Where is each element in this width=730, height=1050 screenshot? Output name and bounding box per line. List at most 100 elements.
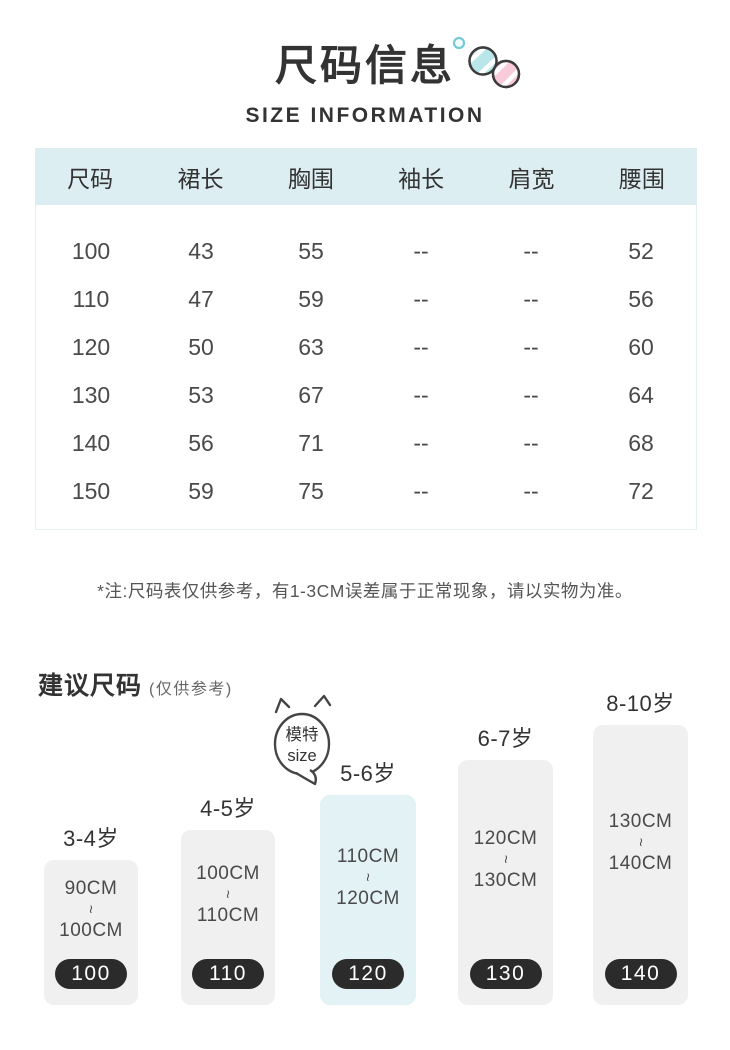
column-header: 腰围 <box>618 165 665 192</box>
size-bar: 120CM ~130CM 130 <box>458 760 553 1005</box>
range-from: 90CM <box>64 878 118 899</box>
table-cell: 64 <box>628 381 654 408</box>
table-row: 110 47 59 -- -- 56 <box>36 275 696 323</box>
range-tilde: ~ <box>359 872 377 882</box>
height-range: 100CM ~110CM <box>181 830 275 959</box>
table-cell: 56 <box>628 285 654 312</box>
size-pill: 120 <box>332 959 404 989</box>
column-header: 袖长 <box>398 165 445 192</box>
range-to: 140CM <box>608 852 673 874</box>
table-cell: 63 <box>298 333 324 360</box>
size-column: 8-10岁 130CM ~140CM 140 <box>593 685 688 1005</box>
table-cell: -- <box>523 429 539 456</box>
table-cell: 60 <box>628 333 654 360</box>
height-range: 90CM ~100CM <box>44 860 138 959</box>
page-title: 尺码信息 <box>274 42 455 89</box>
age-label: 4-5岁 <box>200 796 256 821</box>
table-cell: -- <box>523 381 539 408</box>
table-cell: 130 <box>71 381 111 408</box>
age-label: 6-7岁 <box>477 726 534 751</box>
age-label: 5-6岁 <box>340 761 396 786</box>
table-row: 100 43 55 -- -- 52 <box>36 227 696 275</box>
table-cell: 75 <box>298 477 324 504</box>
size-column: 4-5岁 100CM ~110CM 110 <box>181 790 275 1005</box>
column-header: 肩宽 <box>508 165 555 192</box>
suggest-heading: 建议尺码 (仅供参考) <box>38 666 233 702</box>
range-to: 130CM <box>473 870 538 891</box>
table-cell: 55 <box>298 237 324 264</box>
table-cell: -- <box>523 333 539 360</box>
size-bar: 100CM ~110CM 110 <box>181 830 275 1005</box>
table-cell: 52 <box>628 237 654 264</box>
table-cell: 59 <box>188 477 214 504</box>
table-cell: -- <box>523 477 539 504</box>
table-cell: 150 <box>71 477 111 504</box>
table-cell: -- <box>413 477 429 504</box>
column-header: 尺码 <box>67 165 114 192</box>
table-row: 120 50 63 -- -- 60 <box>36 323 696 371</box>
table-cell: -- <box>413 333 429 360</box>
range-tilde: ~ <box>631 837 649 847</box>
range-tilde: ~ <box>82 904 100 915</box>
size-pill: 110 <box>192 959 264 989</box>
size-table: 尺码 裙长 胸围 袖长 肩宽 腰围 100 43 55 -- -- 52 110 47 59 -- -- 56 1… <box>35 148 697 530</box>
table-cell: -- <box>413 237 429 264</box>
table-cell: -- <box>523 237 539 264</box>
table-row: 140 56 71 -- -- 68 <box>36 419 696 467</box>
table-cell: 53 <box>188 381 214 408</box>
size-table-header: 尺码 裙长 胸围 袖长 肩宽 腰围 <box>35 148 697 205</box>
macaron-teal-icon <box>468 46 498 76</box>
table-cell: 56 <box>188 429 214 456</box>
table-cell: 140 <box>71 429 111 456</box>
table-cell: -- <box>413 285 429 312</box>
table-cell: 59 <box>298 285 324 312</box>
suggest-subtitle-text: (仅供参考) <box>149 681 233 698</box>
suggest-title-text: 建议尺码 <box>38 672 143 700</box>
range-from: 110CM <box>336 845 400 867</box>
page-header: 尺码信息 <box>0 32 730 128</box>
table-cell: 72 <box>628 477 654 504</box>
size-pill: 100 <box>55 959 127 989</box>
range-tilde: ~ <box>219 889 237 900</box>
column-header: 裙长 <box>177 165 224 192</box>
size-column: 3-4岁 90CM ~100CM 100 <box>44 820 138 1005</box>
macaron-icons <box>452 36 521 89</box>
macaron-pink-icon <box>491 59 521 89</box>
table-cell: 67 <box>298 381 324 408</box>
table-cell: 68 <box>628 429 654 456</box>
table-cell: -- <box>413 381 429 408</box>
table-row: 150 59 75 -- -- 72 <box>36 467 696 515</box>
range-tilde: ~ <box>496 854 514 865</box>
height-range: 110CM ~120CM <box>320 795 416 959</box>
table-cell: 50 <box>188 333 214 360</box>
size-bar: 110CM ~120CM 120 <box>320 795 416 1005</box>
range-from: 130CM <box>608 810 673 832</box>
age-label: 3-4岁 <box>63 826 119 851</box>
table-cell: 71 <box>298 429 324 456</box>
size-bar: 90CM ~100CM 100 <box>44 860 138 1005</box>
table-cell: 120 <box>71 333 111 360</box>
range-from: 100CM <box>196 863 260 884</box>
bubble-line2: size <box>287 747 316 765</box>
height-range: 130CM ~140CM <box>593 725 688 959</box>
size-pill: 130 <box>469 959 542 989</box>
size-table-body: 100 43 55 -- -- 52 110 47 59 -- -- 56 120 50 63 -- -- 60 1… <box>35 205 697 530</box>
range-to: 110CM <box>196 905 260 926</box>
size-column: 5-6岁 110CM ~120CM 120 <box>320 755 416 1005</box>
height-range: 120CM ~130CM <box>458 760 553 959</box>
size-bar: 130CM ~140CM 140 <box>593 725 688 1005</box>
table-cell: -- <box>523 285 539 312</box>
model-size-bubble-icon: 模特 size <box>273 694 332 786</box>
table-cell: 100 <box>71 237 111 264</box>
table-row: 130 53 67 -- -- 64 <box>36 371 696 419</box>
table-cell: 43 <box>188 237 214 264</box>
column-header: 胸围 <box>287 165 334 192</box>
small-circle-icon <box>452 36 466 50</box>
range-to: 120CM <box>336 887 400 909</box>
table-cell: 47 <box>188 285 214 312</box>
size-pill: 140 <box>604 959 677 989</box>
page-subtitle: SIZE INFORMATION <box>245 104 485 127</box>
size-column: 6-7岁 120CM ~130CM 130 <box>458 720 553 1005</box>
range-from: 120CM <box>473 828 538 849</box>
